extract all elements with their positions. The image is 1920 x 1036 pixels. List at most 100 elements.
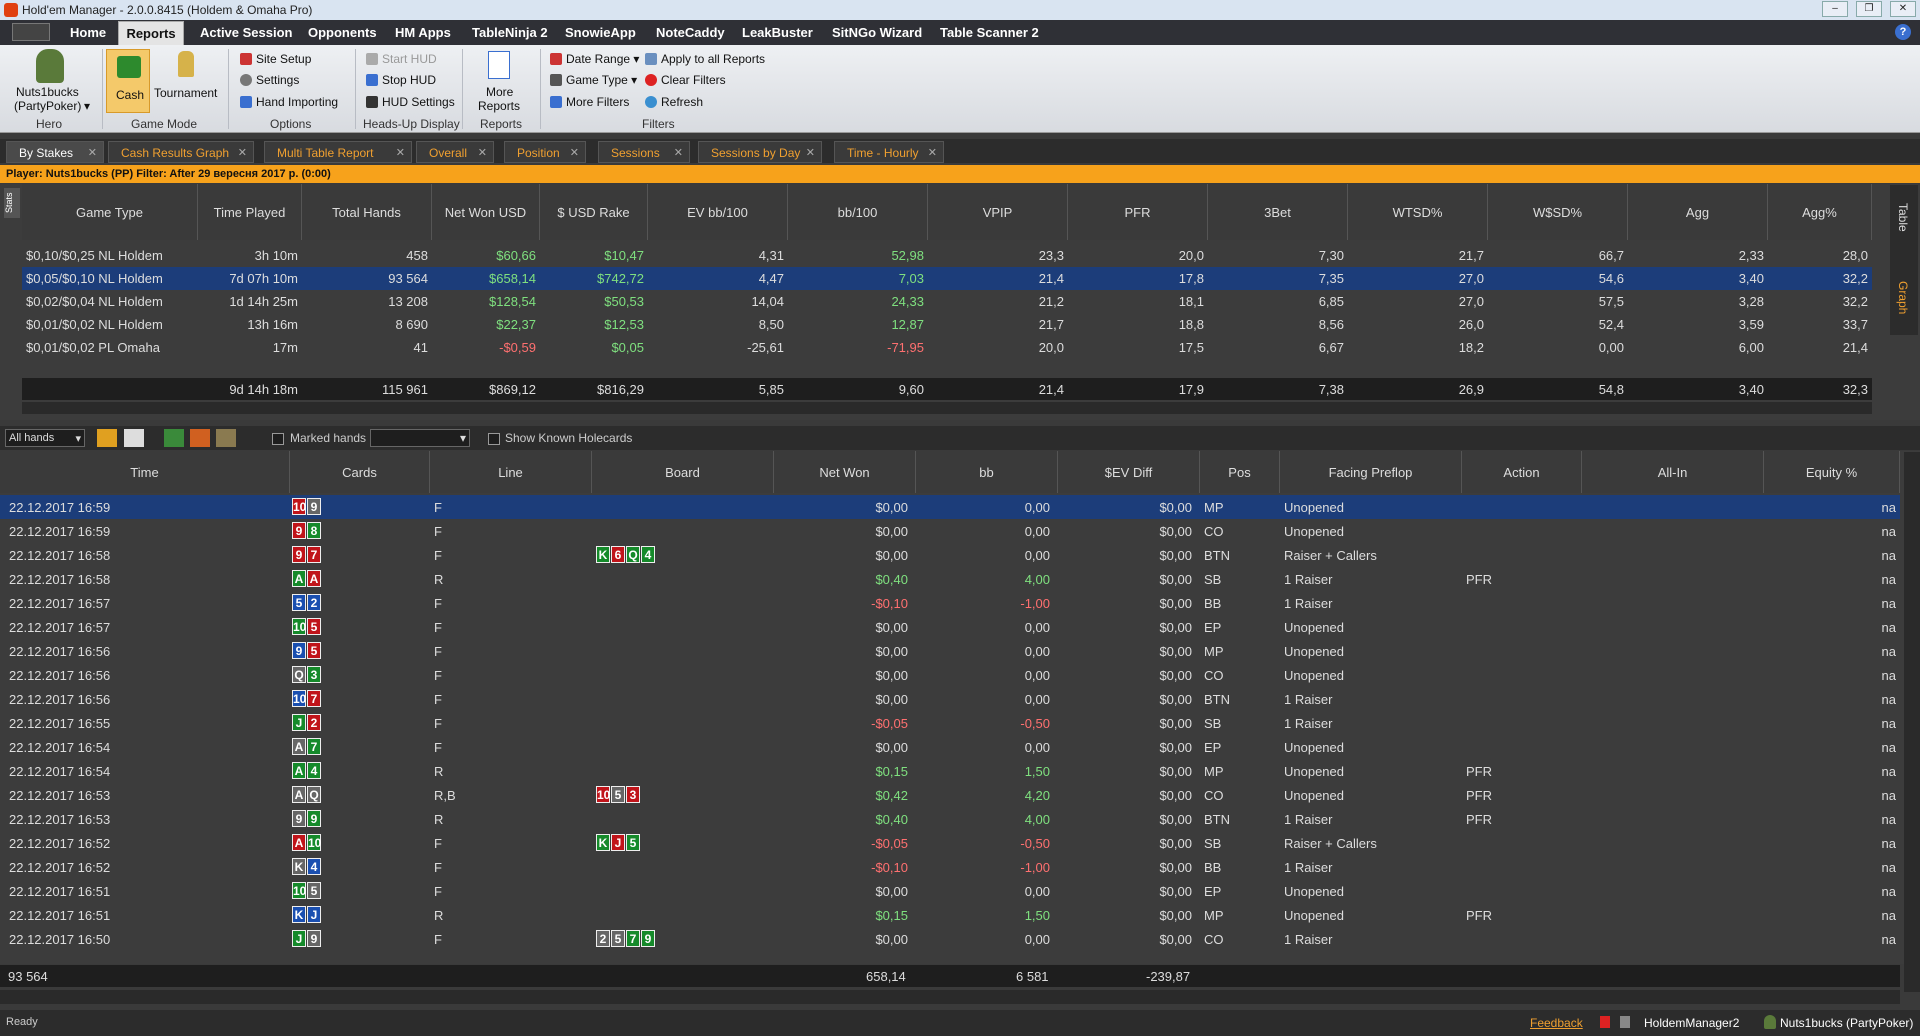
horizontal-scrollbar[interactable]: [22, 402, 1872, 414]
current-player[interactable]: Nuts1bucks (PartyPoker): [1780, 1016, 1914, 1030]
hand-row[interactable]: 22.12.2017 16:55 J 2 F -$0,05 -0,50 $0,00 SB 1 R…: [0, 711, 1900, 735]
menu-tablescanner[interactable]: Table Scanner 2: [940, 25, 1039, 40]
date-range-button[interactable]: Date Range ▾: [550, 52, 639, 66]
column-header-agg-[interactable]: Agg%: [1768, 184, 1872, 240]
hand-row[interactable]: 22.12.2017 16:56 9 5 F $0,00 0,00 $0,00 MP Unope…: [0, 639, 1900, 663]
menu-notecaddy[interactable]: NoteCaddy: [656, 25, 725, 40]
tournament-button[interactable]: Tournament: [154, 86, 218, 100]
close-icon[interactable]: ✕: [1890, 1, 1916, 17]
close-icon[interactable]: ✕: [477, 147, 487, 159]
tab-sessions-by-day[interactable]: Sessions by Day ✕: [698, 141, 822, 163]
hero-avatar[interactable]: [36, 49, 64, 83]
stakes-row[interactable]: $0,01/$0,02 PL Omaha 17m 41 -$0,59 $0,05 -25,…: [22, 336, 1872, 359]
hand-row[interactable]: 22.12.2017 16:54 A 7 F $0,00 0,00 $0,00 EP Unope…: [0, 735, 1900, 759]
marked-hands-select[interactable]: ▾: [370, 429, 470, 447]
column-header-agg[interactable]: Agg: [1628, 184, 1768, 240]
hand-row[interactable]: 22.12.2017 16:57 5 2 F -$0,10 -1,00 $0,00 BB 1 R…: [0, 591, 1900, 615]
close-icon[interactable]: ✕: [805, 147, 815, 159]
tab-cash-results-graph[interactable]: Cash Results Graph ✕: [108, 141, 254, 163]
tab-overall[interactable]: Overall ✕: [416, 141, 494, 163]
close-icon[interactable]: ✕: [673, 147, 683, 159]
app-menu-button[interactable]: [12, 23, 50, 41]
column-header-cards[interactable]: Cards: [290, 451, 430, 493]
more-filters-button[interactable]: More Filters: [550, 95, 629, 109]
side-tab-table[interactable]: Table: [1896, 203, 1910, 232]
close-icon[interactable]: ✕: [927, 147, 937, 159]
column-header-equity-[interactable]: Equity %: [1764, 451, 1900, 493]
column-header-facing-preflop[interactable]: Facing Preflop: [1280, 451, 1462, 493]
vertical-scrollbar[interactable]: [1876, 184, 1888, 399]
horizontal-scrollbar[interactable]: [0, 990, 1900, 1004]
feedback-link[interactable]: Feedback: [1530, 1016, 1583, 1030]
column-header-action[interactable]: Action: [1462, 451, 1582, 493]
help-icon[interactable]: ?: [1895, 24, 1911, 40]
hero-name[interactable]: Nuts1bucks: [16, 85, 79, 99]
column-header-ev-bb-100[interactable]: EV bb/100: [648, 184, 788, 240]
column-header-net-won[interactable]: Net Won: [774, 451, 916, 493]
hand-row[interactable]: 22.12.2017 16:58 9 7 F K 6 Q 4 $0,00 0,00 $0,00 BTN…: [0, 543, 1900, 567]
menu-reports[interactable]: Reports: [118, 21, 184, 45]
column-header-board[interactable]: Board: [592, 451, 774, 493]
hand-importing-button[interactable]: Hand Importing: [240, 95, 338, 109]
hero-dropdown-icon[interactable]: ▾: [84, 99, 91, 113]
stakes-row[interactable]: $0,05/$0,10 NL Holdem 7d 07h 10m 93 564 $65…: [22, 267, 1872, 290]
hand-row[interactable]: 22.12.2017 16:51 K J R $0,15 1,50 $0,00 MP Unope…: [0, 903, 1900, 927]
site-setup-button[interactable]: Site Setup: [240, 52, 311, 66]
column-header-vpip[interactable]: VPIP: [928, 184, 1068, 240]
column-header--usd-rake[interactable]: $ USD Rake: [540, 184, 648, 240]
menu-hm-apps[interactable]: HM Apps: [395, 25, 451, 40]
hand-row[interactable]: 22.12.2017 16:51 10 5 F $0,00 0,00 $0,00 EP Unop…: [0, 879, 1900, 903]
menu-opponents[interactable]: Opponents: [308, 25, 377, 40]
database-name[interactable]: HoldemManager2: [1644, 1016, 1740, 1030]
column-header-all-in[interactable]: All-In: [1582, 451, 1764, 493]
tab-multi-table-report[interactable]: Multi Table Report ✕: [264, 141, 412, 163]
column-header-line[interactable]: Line: [430, 451, 592, 493]
menu-sitngo[interactable]: SitNGo Wizard: [832, 25, 923, 40]
hud-settings-button[interactable]: HUD Settings: [366, 95, 455, 109]
hand-row[interactable]: 22.12.2017 16:52 A 10 F K J 5 -$0,05 -0,50 $0,00 S…: [0, 831, 1900, 855]
tab-position[interactable]: Position ✕: [504, 141, 586, 163]
column-header-bb[interactable]: bb: [916, 451, 1058, 493]
column-header-wtsd-[interactable]: WTSD%: [1348, 184, 1488, 240]
show-known-checkbox[interactable]: [488, 433, 500, 445]
apply-all-reports-button[interactable]: Apply to all Reports: [645, 52, 765, 66]
stats-toggle[interactable]: Stats: [4, 188, 20, 218]
menu-active-session[interactable]: Active Session: [200, 25, 293, 40]
column-header-w-sd-[interactable]: W$SD%: [1488, 184, 1628, 240]
column-header-3bet[interactable]: 3Bet: [1208, 184, 1348, 240]
hero-site[interactable]: (PartyPoker): [14, 99, 82, 113]
menu-snowie[interactable]: SnowieApp: [565, 25, 636, 40]
hand-row[interactable]: 22.12.2017 16:54 A 4 R $0,15 1,50 $0,00 MP Unope…: [0, 759, 1900, 783]
hand-filter-select[interactable]: All hands ▾: [5, 429, 85, 447]
hand-row[interactable]: 22.12.2017 16:52 K 4 F -$0,10 -1,00 $0,00 BB 1 R…: [0, 855, 1900, 879]
trophy-icon[interactable]: [216, 429, 236, 447]
maximize-icon[interactable]: ❐: [1856, 1, 1882, 17]
bar-chart-icon[interactable]: [190, 429, 210, 447]
menu-home[interactable]: Home: [70, 25, 107, 40]
hand-row[interactable]: 22.12.2017 16:58 A A R $0,40 4,00 $0,00 SB 1 Rai…: [0, 567, 1900, 591]
close-icon[interactable]: ✕: [237, 147, 247, 159]
menu-leakbuster[interactable]: LeakBuster: [742, 25, 813, 40]
stakes-row[interactable]: $0,02/$0,04 NL Holdem 1d 14h 25m 13 208 $12…: [22, 290, 1872, 313]
hand-row[interactable]: 22.12.2017 16:59 9 8 F $0,00 0,00 $0,00 CO Unope…: [0, 519, 1900, 543]
side-tab-graph[interactable]: Graph: [1896, 281, 1910, 315]
column-header-time-played[interactable]: Time Played: [198, 184, 302, 240]
stakes-row[interactable]: $0,10/$0,25 NL Holdem 3h 10m 458 $60,66 $10,…: [22, 244, 1872, 267]
hand-row[interactable]: 22.12.2017 16:56 10 7 F $0,00 0,00 $0,00 BTN 1 R…: [0, 687, 1900, 711]
grid-icon[interactable]: [164, 429, 184, 447]
column-header-bb-100[interactable]: bb/100: [788, 184, 928, 240]
stakes-row[interactable]: $0,01/$0,02 NL Holdem 13h 16m 8 690 $22,37 $…: [22, 313, 1872, 336]
tab-sessions[interactable]: Sessions ✕: [598, 141, 690, 163]
column-header-pfr[interactable]: PFR: [1068, 184, 1208, 240]
vertical-scrollbar[interactable]: [1904, 452, 1920, 992]
settings-button[interactable]: Settings: [240, 73, 299, 87]
cards-icon[interactable]: [124, 429, 144, 447]
tab-time-hourly[interactable]: Time - Hourly ✕: [834, 141, 944, 163]
cash-button[interactable]: Cash: [106, 49, 150, 113]
close-icon[interactable]: ✕: [87, 147, 97, 159]
column-header-time[interactable]: Time: [0, 451, 290, 493]
menu-tableninja[interactable]: TableNinja 2: [472, 25, 548, 40]
rewind-icon[interactable]: [97, 429, 117, 447]
column-header-total-hands[interactable]: Total Hands: [302, 184, 432, 240]
hand-row[interactable]: 22.12.2017 16:57 10 5 F $0,00 0,00 $0,00 EP Unop…: [0, 615, 1900, 639]
